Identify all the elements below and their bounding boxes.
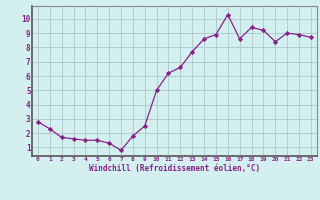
- X-axis label: Windchill (Refroidissement éolien,°C): Windchill (Refroidissement éolien,°C): [89, 164, 260, 173]
